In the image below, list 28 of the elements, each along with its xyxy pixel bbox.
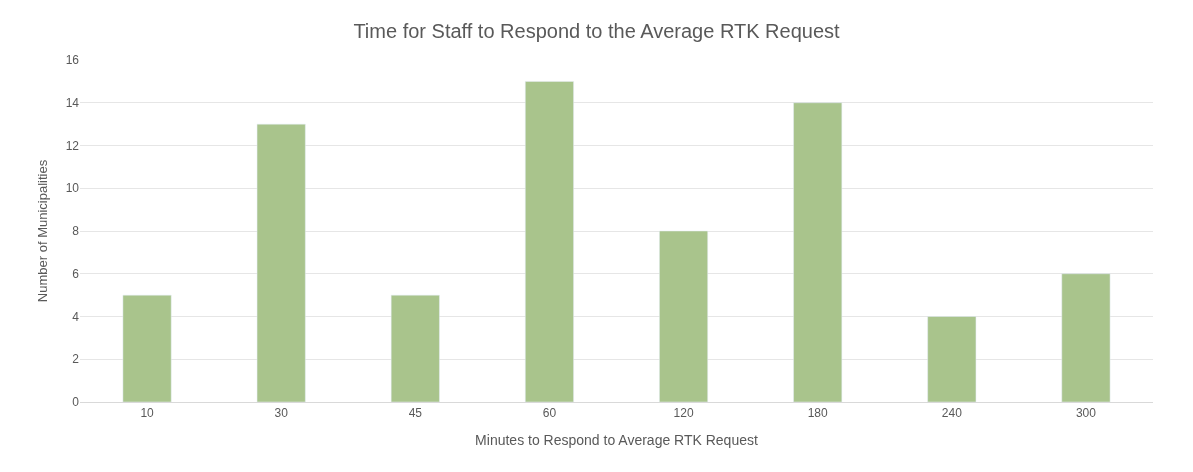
y-tick-label: 14 — [65, 95, 80, 110]
bar — [256, 123, 306, 402]
bar — [927, 316, 977, 402]
y-axis-title: Number of Municipalities — [34, 159, 50, 303]
y-tick-label: 2 — [72, 352, 80, 367]
y-tick-label: 6 — [72, 266, 80, 281]
y-tick-label: 16 — [65, 53, 80, 68]
chart-title: Time for Staff to Respond to the Average RTK Request — [353, 19, 841, 42]
bar — [793, 102, 843, 402]
x-tick-label: 180 — [807, 406, 829, 421]
y-tick-label: 0 — [72, 395, 80, 410]
x-axis-title: Minutes to Respond to Average RTK Request — [475, 431, 758, 448]
bar — [1061, 273, 1111, 402]
x-tick-label: 60 — [542, 406, 557, 421]
x-tick-label: 30 — [274, 406, 289, 421]
bar — [525, 81, 574, 402]
bar — [390, 294, 440, 402]
y-tick-label: 4 — [72, 309, 80, 324]
x-tick-label: 240 — [941, 406, 963, 421]
bar — [659, 230, 708, 402]
x-tick-label: 10 — [140, 406, 155, 421]
x-tick-label: 120 — [673, 406, 694, 421]
y-tick-label: 12 — [65, 138, 80, 153]
x-tick-label: 300 — [1075, 406, 1097, 421]
y-tick-label: 10 — [65, 181, 80, 196]
x-tick-label: 45 — [408, 406, 423, 421]
bar — [122, 294, 172, 402]
y-tick-label: 8 — [72, 224, 80, 239]
